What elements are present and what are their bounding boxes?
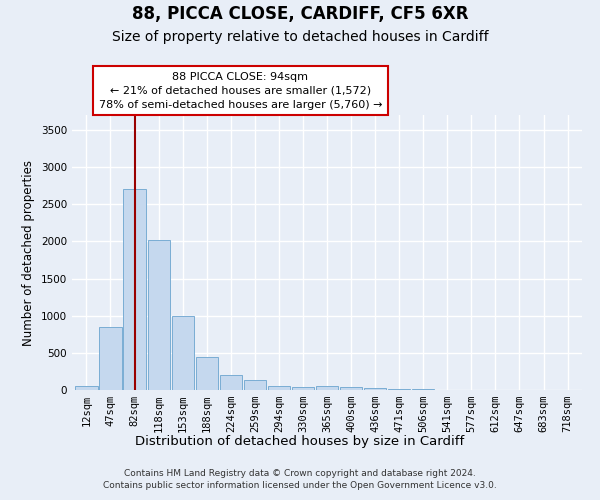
Text: 88 PICCA CLOSE: 94sqm
← 21% of detached houses are smaller (1,572)
78% of semi-d: 88 PICCA CLOSE: 94sqm ← 21% of detached … — [98, 72, 382, 110]
Text: 88, PICCA CLOSE, CARDIFF, CF5 6XR: 88, PICCA CLOSE, CARDIFF, CF5 6XR — [132, 5, 468, 23]
Text: Size of property relative to detached houses in Cardiff: Size of property relative to detached ho… — [112, 30, 488, 44]
Bar — [292, 388, 314, 390]
Bar — [268, 386, 290, 390]
Bar — [316, 386, 338, 390]
Bar — [388, 389, 410, 390]
Text: Distribution of detached houses by size in Cardiff: Distribution of detached houses by size … — [136, 435, 464, 448]
Y-axis label: Number of detached properties: Number of detached properties — [22, 160, 35, 346]
Bar — [124, 190, 146, 390]
Text: Contains HM Land Registry data © Crown copyright and database right 2024.
Contai: Contains HM Land Registry data © Crown c… — [103, 468, 497, 490]
Bar — [220, 375, 242, 390]
Bar — [340, 388, 362, 390]
Bar — [100, 327, 122, 390]
Bar — [364, 388, 386, 390]
Bar — [244, 380, 266, 390]
Bar — [172, 316, 194, 390]
Bar — [76, 386, 98, 390]
Bar — [148, 240, 170, 390]
Bar — [196, 356, 218, 390]
